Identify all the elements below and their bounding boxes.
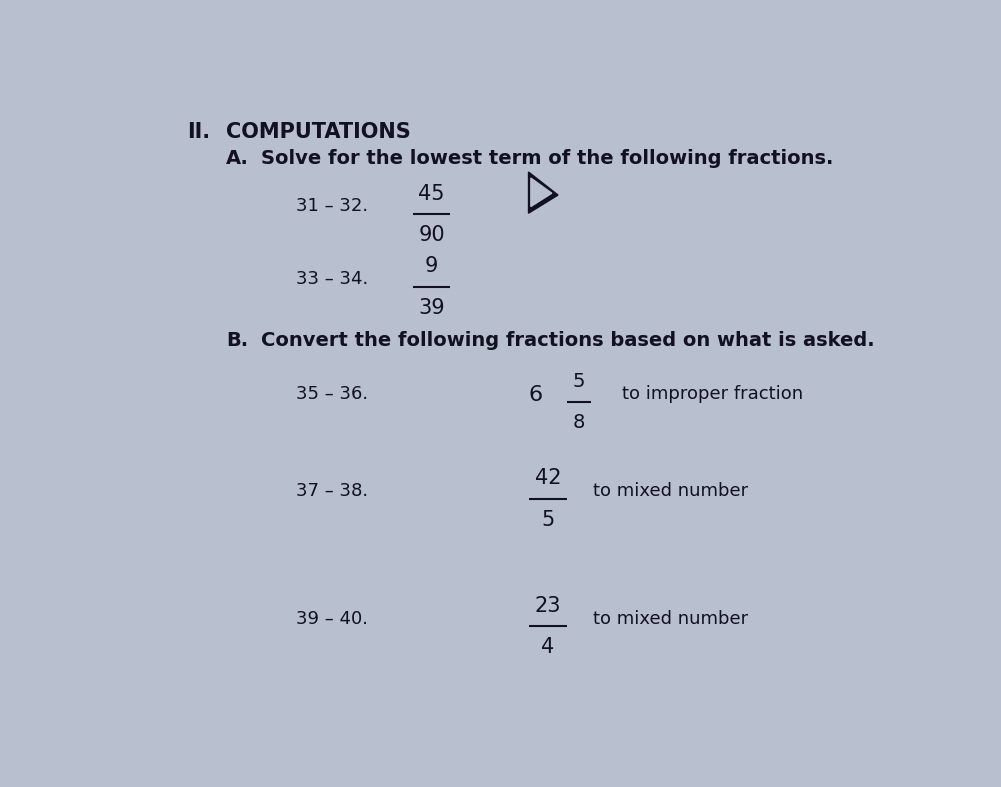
Text: Solve for the lowest term of the following fractions.: Solve for the lowest term of the followi… [261, 149, 833, 168]
Text: A.: A. [226, 149, 249, 168]
Text: 45: 45 [418, 183, 444, 204]
Text: 8: 8 [573, 413, 586, 432]
Text: to mixed number: to mixed number [593, 609, 748, 627]
Text: Convert the following fractions based on what is asked.: Convert the following fractions based on… [261, 331, 875, 349]
Text: COMPUTATIONS: COMPUTATIONS [226, 122, 410, 142]
Text: 31 – 32.: 31 – 32. [296, 198, 368, 216]
Polygon shape [529, 172, 558, 213]
Text: 39 – 40.: 39 – 40. [296, 609, 367, 627]
Text: 37 – 38.: 37 – 38. [296, 482, 368, 501]
Polygon shape [531, 178, 552, 206]
Text: 23: 23 [535, 596, 562, 615]
Text: 5: 5 [573, 372, 586, 391]
Text: 9: 9 [424, 257, 438, 276]
Text: to mixed number: to mixed number [593, 482, 748, 501]
Text: B.: B. [226, 331, 248, 349]
Text: 4: 4 [542, 637, 555, 657]
Text: 90: 90 [418, 225, 444, 246]
Text: 39: 39 [418, 298, 444, 318]
Text: II.: II. [187, 122, 210, 142]
Text: 42: 42 [535, 468, 562, 488]
Text: 6: 6 [529, 386, 543, 405]
Text: 35 – 36.: 35 – 36. [296, 386, 368, 403]
Text: to improper fraction: to improper fraction [622, 386, 803, 403]
Text: 5: 5 [542, 510, 555, 530]
Text: 33 – 34.: 33 – 34. [296, 270, 368, 288]
